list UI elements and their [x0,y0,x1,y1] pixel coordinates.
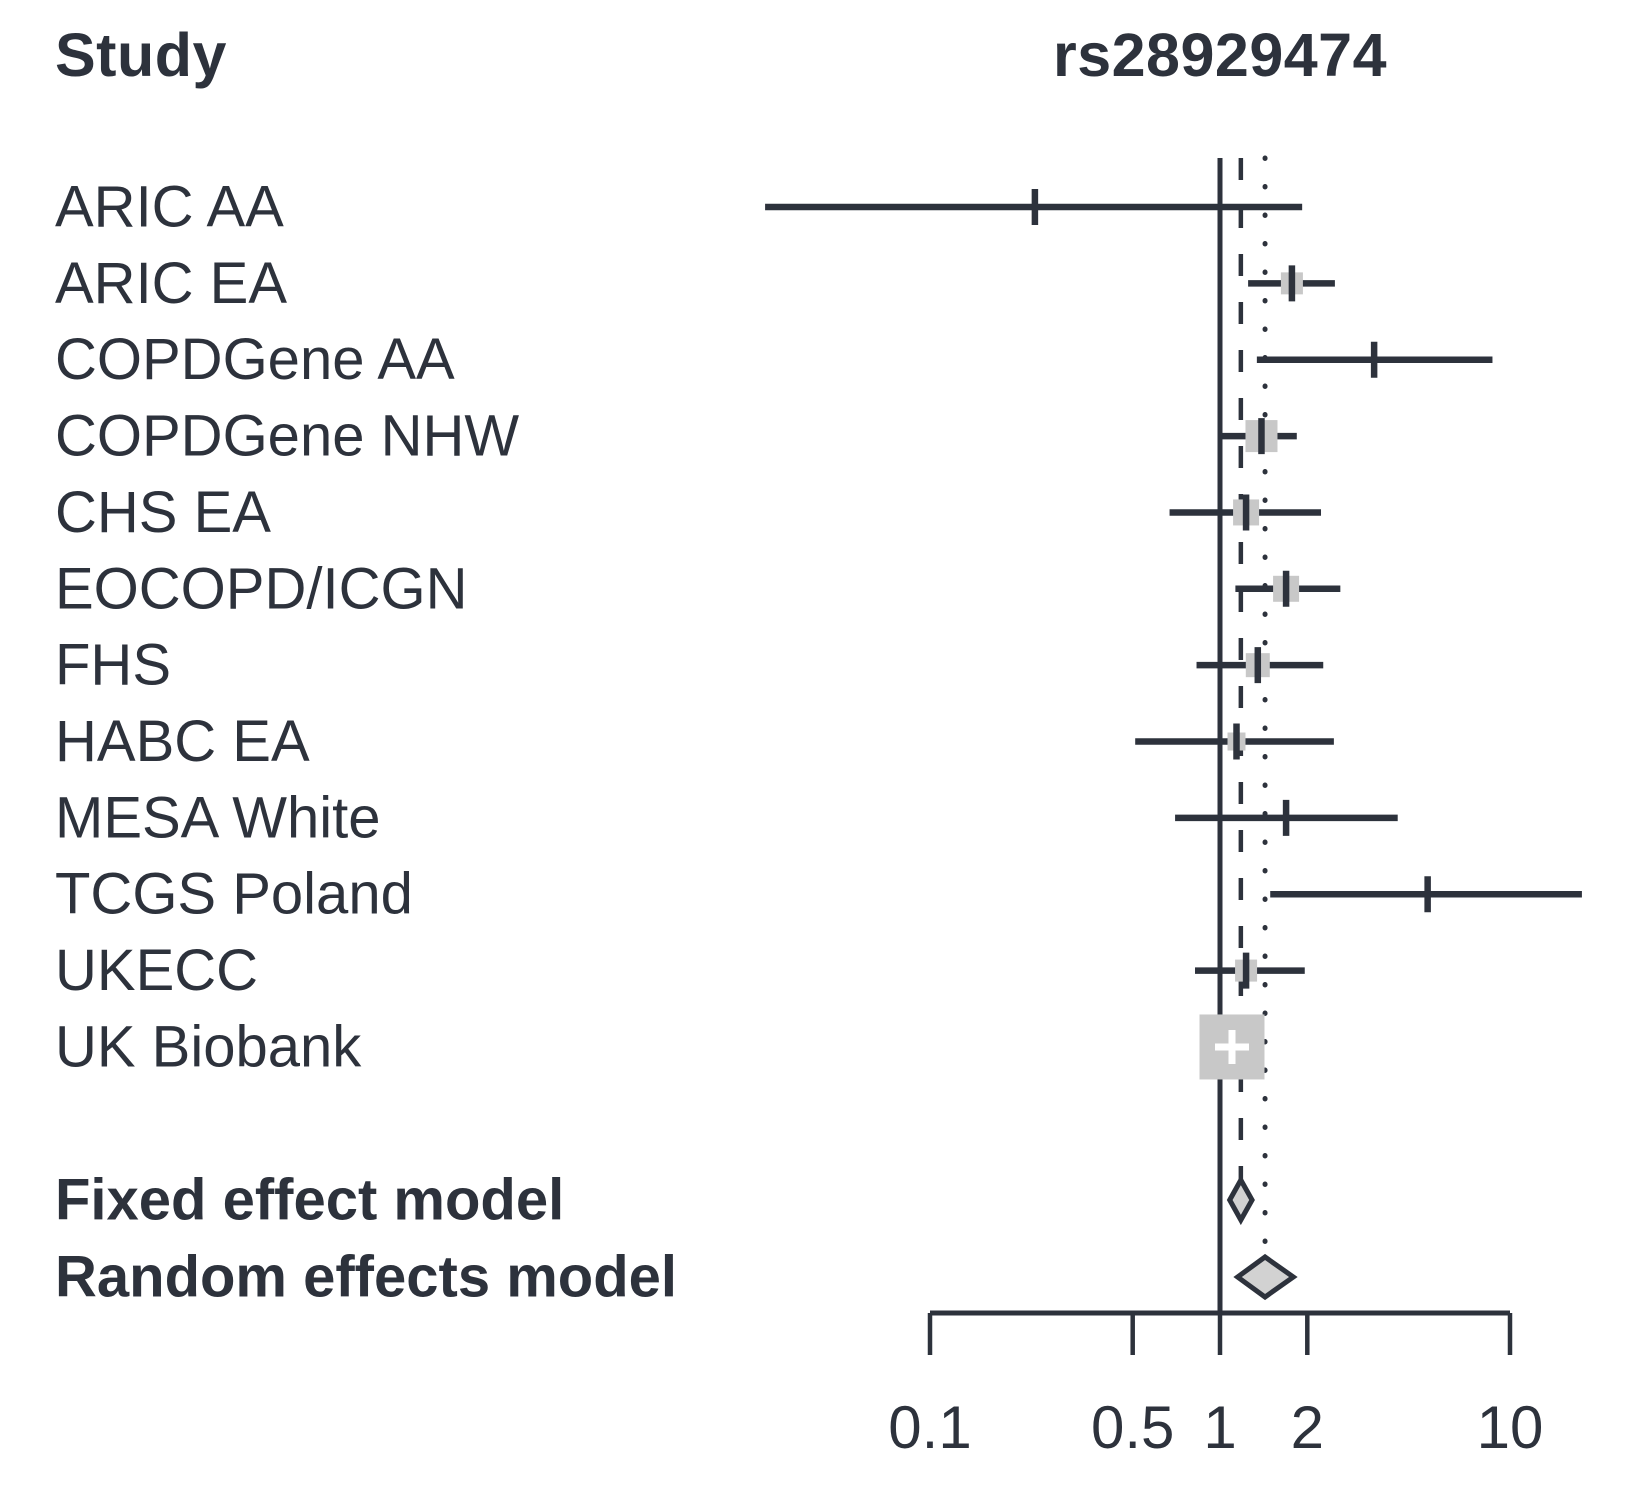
study-row [1235,570,1341,607]
study-label: TCGS Poland [55,862,413,927]
study-label: ARIC EA [55,251,287,316]
x-axis-tick-label: 10 [1477,1394,1544,1461]
summary-label: Random effects model [55,1245,677,1310]
x-axis-tick-label: 0.5 [1091,1394,1174,1461]
study-row [1248,265,1335,302]
study-label: UK Biobank [55,1014,362,1079]
study-row [1196,647,1324,684]
study-label: HABC EA [55,709,310,774]
study-row [1175,799,1398,836]
plot-title: rs28929474 [1052,21,1388,89]
study-row [1256,341,1493,378]
study-label: COPDGene NHW [55,404,519,469]
study-label: COPDGene AA [55,327,455,392]
study-label: FHS [55,633,171,698]
x-axis-tick-label: 1 [1203,1394,1236,1461]
study-row [1135,723,1334,760]
study-column-header: Study [55,21,227,89]
study-label: MESA White [55,785,381,850]
study-label: ARIC AA [55,175,284,240]
fixed-effect-diamond [1226,1174,1255,1226]
study-row [765,189,1303,225]
summary-label: Fixed effect model [55,1168,564,1233]
study-row [1195,952,1305,989]
study-row [1222,418,1297,455]
study-row [1169,494,1322,531]
random-effects-diamond [1233,1253,1298,1301]
study-label: CHS EA [55,480,271,545]
x-axis-tick-label: 2 [1291,1394,1324,1461]
study-label: EOCOPD/ICGN [55,556,468,621]
study-row [1199,1014,1265,1080]
study-label: UKECC [55,938,258,1003]
study-row [1270,876,1582,913]
x-axis-tick-label: 0.1 [888,1394,971,1461]
